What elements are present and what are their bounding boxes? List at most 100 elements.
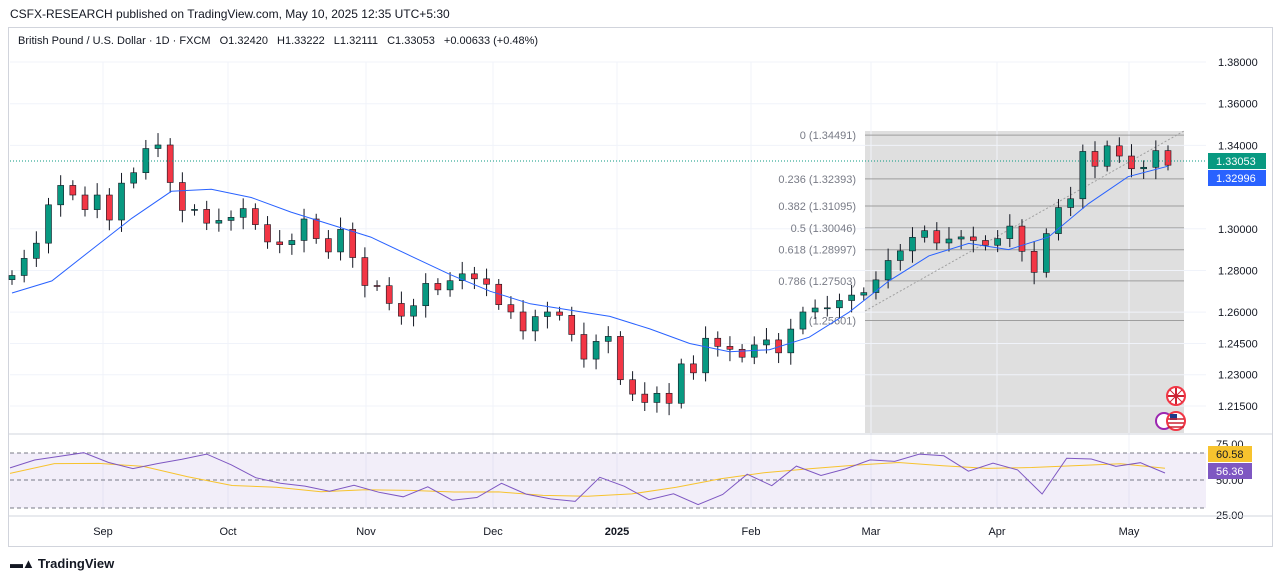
rsi-value-tag-bg	[1208, 463, 1252, 479]
fib-level-label: 0 (1.34491)	[800, 130, 856, 142]
candle-body	[1164, 150, 1172, 166]
fib-level-label: 0.5 (1.30046)	[791, 223, 856, 235]
fib-level-label: 1 (1.25601)	[800, 316, 856, 328]
candle-body	[641, 393, 649, 403]
rsi-value-tag: 56.36	[1216, 466, 1244, 478]
candle-body	[410, 305, 417, 317]
candle-body	[592, 341, 600, 360]
price-tick-label: 1.34000	[1218, 140, 1258, 152]
candle-body	[933, 230, 941, 244]
candle-body	[288, 240, 296, 245]
candle-body	[714, 337, 722, 347]
rsi-ma-tag: 60.58	[1216, 449, 1244, 461]
candle-body	[763, 339, 770, 346]
candle-body	[215, 220, 223, 224]
gbp-flag-icon[interactable]	[1166, 386, 1186, 406]
candle-body	[1140, 166, 1147, 170]
candle-body	[507, 304, 515, 313]
candle-body	[568, 315, 576, 335]
usd-flag-icon[interactable]	[1155, 411, 1186, 431]
time-label: Feb	[742, 526, 761, 538]
candle-body	[1043, 233, 1050, 273]
tradingview-logo[interactable]: ▬▲ TradingView	[10, 556, 114, 571]
candle-body	[385, 285, 393, 304]
candle-body	[1018, 225, 1026, 252]
time-label: Mar	[862, 526, 881, 538]
candle-body	[556, 311, 563, 316]
candle-body	[702, 337, 709, 374]
candle-body	[130, 172, 137, 184]
time-axis: Sep Oct Nov Dec 2025 Feb Mar Apr May	[93, 526, 1140, 538]
candle-body	[665, 392, 673, 404]
candle-body	[872, 279, 880, 293]
ohlc-open: O1.32420	[219, 35, 268, 47]
publisher-line: CSFX-RESEARCH published on TradingView.c…	[10, 7, 450, 21]
price-tick-label: 1.24500	[1218, 338, 1258, 350]
rsi-line	[9, 452, 1166, 506]
candle-body	[239, 208, 247, 218]
last-price-tag: 1.33053	[1216, 156, 1256, 168]
price-tick-label: 1.21500	[1218, 401, 1258, 413]
candle-body	[1079, 151, 1087, 200]
candle-body	[1030, 251, 1038, 273]
price-tick-label: 1.26000	[1218, 307, 1258, 319]
candle-body	[373, 285, 381, 287]
moving-average-line	[11, 165, 1169, 353]
candle-body	[1067, 198, 1074, 208]
symbol-name[interactable]: British Pound / U.S. Dollar · 1D · FXCM	[18, 35, 211, 47]
candle-body	[471, 273, 478, 280]
change-value: +0.00633 (+0.48%)	[443, 35, 539, 47]
time-label: Dec	[483, 526, 503, 538]
price-tick-label: 1.23000	[1218, 370, 1258, 382]
chart-frame	[8, 27, 1273, 547]
time-label: Apr	[988, 526, 1005, 538]
candle-body	[690, 363, 697, 374]
candle-body	[446, 280, 454, 291]
fib-level-label: 0.618 (1.28997)	[778, 245, 856, 257]
candle-body	[1103, 145, 1111, 167]
candle-body	[909, 237, 916, 252]
candle-body	[93, 194, 101, 210]
candle-body	[300, 218, 308, 241]
candle-body	[191, 209, 198, 211]
candle-body	[884, 260, 892, 281]
candle-body	[1055, 207, 1062, 234]
candle-body	[166, 144, 174, 183]
candle-body	[945, 238, 953, 244]
time-label: 2025	[605, 526, 629, 538]
candle-body	[519, 311, 527, 332]
candle-body	[276, 241, 284, 245]
candle-body	[264, 224, 271, 243]
rsi-ma-line	[9, 461, 1166, 497]
candle-body	[653, 392, 661, 403]
candle-body	[203, 209, 210, 224]
candle-body	[860, 292, 868, 296]
price-axis: 1.38000 1.36000 1.34000 1.30000 1.28000 1.260…	[1218, 57, 1258, 413]
candle-body	[337, 229, 344, 253]
fib-level-label: 0.382 (1.31095)	[778, 201, 856, 213]
time-label: May	[1119, 526, 1140, 538]
candle-body	[982, 240, 989, 246]
candle-body	[434, 283, 442, 291]
fib-level-label: 0.786 (1.27503)	[778, 276, 856, 288]
candle-body	[970, 236, 977, 241]
ma-value-tag: 1.32996	[1216, 173, 1256, 185]
candle-body	[57, 185, 64, 206]
candle-body	[349, 229, 357, 258]
candle-body	[726, 346, 734, 350]
candle-body	[811, 307, 819, 313]
ohlc-high: H1.33222	[277, 35, 325, 47]
ma-value-tag-bg	[1208, 170, 1266, 186]
candle-body	[617, 336, 624, 381]
candle-body	[483, 278, 490, 285]
candle-body	[921, 230, 928, 238]
candle-body	[738, 348, 746, 358]
candle-body	[836, 300, 843, 309]
candle-body	[81, 194, 89, 210]
candle-body	[823, 307, 831, 310]
candle-body	[20, 258, 28, 276]
ohlc-close: C1.33053	[387, 35, 435, 47]
last-price-tag-bg	[1208, 153, 1266, 169]
candle-body	[106, 194, 113, 221]
